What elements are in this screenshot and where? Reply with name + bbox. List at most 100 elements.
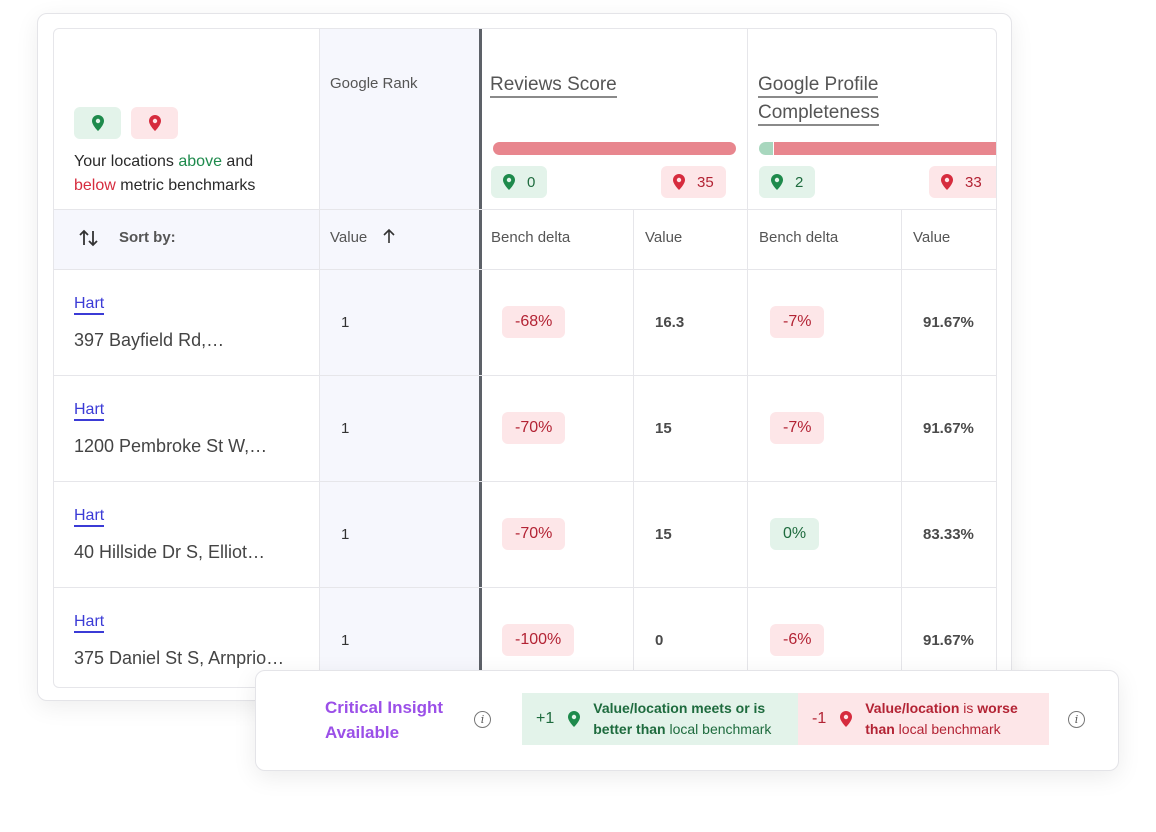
below-benchmark-legend <box>131 107 178 139</box>
map-pin-green-icon <box>91 115 104 131</box>
google-rank-header: Google Rank <box>330 75 418 92</box>
reviews-delta-badge: -70% <box>502 518 566 550</box>
count-value: 2 <box>795 173 804 191</box>
legend-text: Your locations <box>74 153 179 170</box>
count-value: 0 <box>527 173 536 191</box>
critical-insight-card: Critical Insight Available i +1 Value/lo… <box>255 670 1119 771</box>
map-pin-red-icon <box>941 174 953 190</box>
arrow-up-icon[interactable] <box>382 227 396 245</box>
legend-above: above <box>178 153 222 170</box>
info-icon[interactable]: i <box>474 711 491 728</box>
rank-column-bg <box>319 29 480 687</box>
legend-desc-bold: than <box>865 721 895 737</box>
reviews-value: 16.3 <box>655 314 685 331</box>
reviews-value: 15 <box>655 526 672 543</box>
count-value: 33 <box>965 173 982 191</box>
reviews-above-count: 0 <box>491 166 548 198</box>
profile-value: 91.67% <box>923 632 974 649</box>
insight-title-line[interactable]: Available <box>325 723 400 742</box>
profile-below-bar <box>774 142 996 155</box>
profile-value: 83.33% <box>923 526 974 543</box>
map-pin-green-icon <box>503 174 515 190</box>
reviews-below-count: 35 <box>661 166 726 198</box>
legend-desc-bold: better than <box>593 721 666 737</box>
location-address: 1200 Pembroke St W,… <box>74 436 268 456</box>
reviews-bench-delta-header[interactable]: Bench delta <box>491 229 571 246</box>
profile-delta-badge: 0% <box>770 518 820 550</box>
legend-text: and <box>221 153 254 170</box>
legend-desc-text: local benchmark <box>665 721 772 737</box>
reviews-delta-badge: -70% <box>502 412 566 444</box>
profile-value: 91.67% <box>923 420 974 437</box>
location-name-link[interactable]: Hart <box>74 295 105 315</box>
rank-value: 1 <box>341 420 350 437</box>
map-pin-red-icon <box>673 174 685 190</box>
legend-sign: +1 <box>536 710 555 727</box>
meets-benchmark-legend: +1 Value/location meets or is better tha… <box>522 693 798 745</box>
profile-value-header[interactable]: Value <box>913 229 951 246</box>
count-value: 35 <box>697 173 714 191</box>
critical-insight-title[interactable]: Critical Insight Available <box>325 695 465 745</box>
profile-title-line[interactable]: Completeness <box>758 102 880 126</box>
location-address: 397 Bayfield Rd,… <box>74 330 225 350</box>
reviews-benchmark-bar <box>493 142 736 155</box>
rank-value: 1 <box>341 632 350 649</box>
reviews-value: 15 <box>655 420 672 437</box>
location-name-link[interactable]: Hart <box>74 401 105 421</box>
profile-delta-badge: -7% <box>770 306 825 338</box>
map-pin-green-icon <box>568 711 581 727</box>
divider <box>54 587 996 588</box>
location-name-link[interactable]: Hart <box>74 613 105 633</box>
map-pin-red-icon <box>840 711 853 727</box>
map-pin-red-icon <box>148 115 161 131</box>
map-pin-green-icon <box>771 174 783 190</box>
location-name-link[interactable]: Hart <box>74 507 105 527</box>
profile-above-count: 2 <box>759 166 816 198</box>
profile-below-count: 33 <box>929 166 996 198</box>
location-address: 40 Hillside Dr S, Elliot… <box>74 542 266 562</box>
reviews-value-header[interactable]: Value <box>645 229 683 246</box>
profile-title-line[interactable]: Google Profile <box>758 74 879 98</box>
profile-delta-badge: -7% <box>770 412 825 444</box>
rank-value-sort-header[interactable]: Value <box>330 229 368 246</box>
sort-icon[interactable] <box>78 228 100 248</box>
reviews-value: 0 <box>655 632 664 649</box>
reviews-score-header[interactable]: Reviews Score <box>490 71 617 99</box>
divider <box>54 209 996 210</box>
legend-sign: -1 <box>812 710 827 727</box>
legend-desc-text: is <box>959 700 978 716</box>
above-benchmark-legend <box>74 107 121 139</box>
divider <box>319 29 320 687</box>
divider <box>479 29 482 687</box>
divider <box>747 29 748 687</box>
divider <box>54 269 996 270</box>
worse-benchmark-desc: Value/location is worse than local bench… <box>865 698 1018 740</box>
legend-text: metric benchmarks <box>115 177 256 194</box>
sort-row-bg <box>54 209 319 269</box>
benchmark-legend-text: Your locations above and below metric be… <box>74 150 304 198</box>
divider <box>633 209 634 687</box>
legend-desc-bold: Value/location <box>865 700 960 716</box>
divider <box>54 375 996 376</box>
legend-below: below <box>74 177 116 194</box>
profile-completeness-header[interactable]: Google Profile Completeness <box>758 71 880 127</box>
reviews-score-title[interactable]: Reviews Score <box>490 74 617 98</box>
profile-bench-delta-header[interactable]: Bench delta <box>759 229 839 246</box>
reviews-delta-badge: -100% <box>502 624 575 656</box>
rank-value: 1 <box>341 526 350 543</box>
reviews-delta-badge: -68% <box>502 306 566 338</box>
legend-desc-bold: Value/location meets or is <box>593 700 766 716</box>
meets-benchmark-desc: Value/location meets or is better than l… <box>593 698 771 740</box>
rank-value: 1 <box>341 314 350 331</box>
profile-above-bar <box>759 142 773 155</box>
metrics-table: Your locations above and below metric be… <box>53 28 997 688</box>
profile-value: 91.67% <box>923 314 974 331</box>
divider <box>54 481 996 482</box>
profile-delta-badge: -6% <box>770 624 825 656</box>
legend-desc-text: local benchmark <box>894 721 1001 737</box>
info-icon[interactable]: i <box>1068 711 1085 728</box>
location-address: 375 Daniel St S, Arnprio… <box>74 648 285 668</box>
sort-by-label: Sort by: <box>119 229 176 246</box>
insight-title-line[interactable]: Critical Insight <box>325 698 444 717</box>
divider <box>901 209 902 687</box>
